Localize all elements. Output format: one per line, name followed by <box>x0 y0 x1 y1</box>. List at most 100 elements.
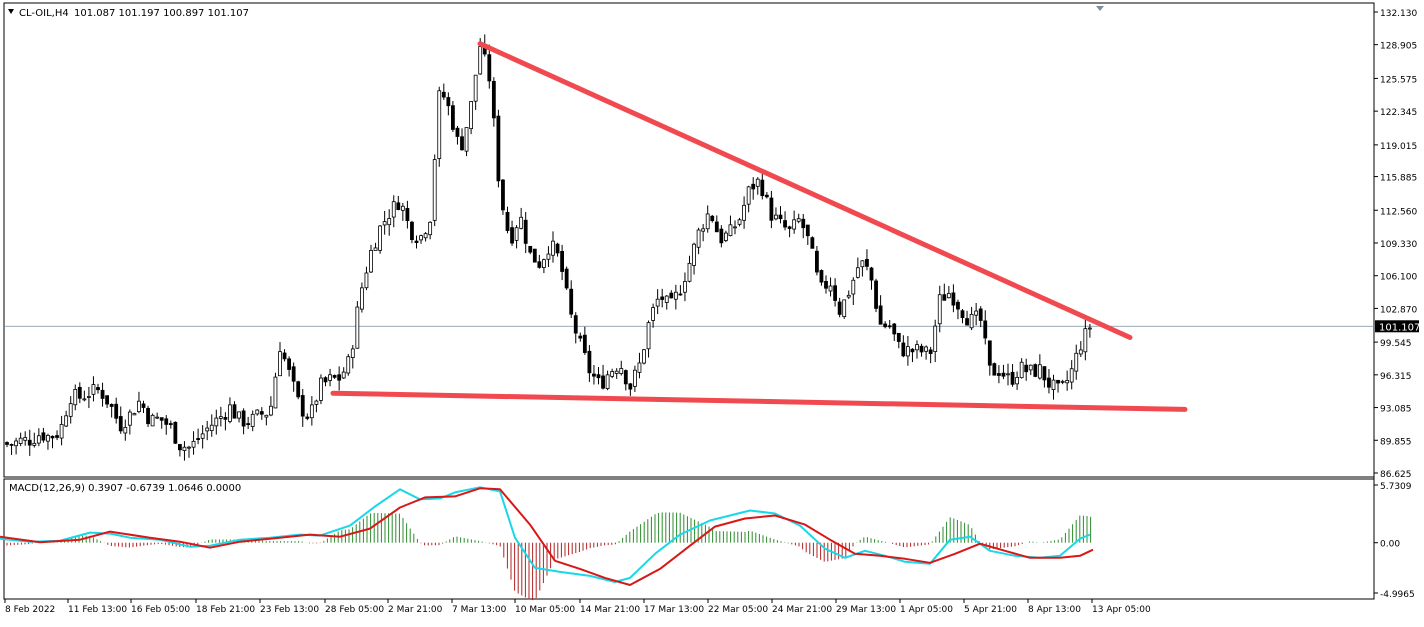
candle-body <box>96 387 100 391</box>
candle-body <box>187 446 191 449</box>
candle-body <box>87 396 91 398</box>
candle-body <box>546 253 551 260</box>
candle-body <box>41 432 46 441</box>
ohlc-label: 101.087 101.197 100.897 101.107 <box>74 8 249 19</box>
candle-body <box>801 218 806 229</box>
candle-body <box>460 136 464 151</box>
candle-body <box>692 243 696 266</box>
candle-body <box>228 404 232 422</box>
candle-body <box>428 221 433 236</box>
candle-body <box>896 332 901 342</box>
candle-body <box>173 421 178 444</box>
candle-body <box>651 307 655 321</box>
candle-body <box>455 127 460 137</box>
candle-body <box>660 296 665 300</box>
candle-body <box>296 381 301 398</box>
candle-body <box>614 370 619 374</box>
candle-body <box>860 260 865 268</box>
candle-body <box>278 351 282 377</box>
candle-body <box>1033 364 1038 377</box>
candle-body <box>441 91 446 98</box>
candle-body <box>18 437 23 444</box>
candle-body <box>673 291 678 300</box>
candle-body <box>642 349 646 364</box>
candle-body <box>1060 380 1065 383</box>
candle-body <box>1047 377 1051 388</box>
symbol-label: CL-OIL,H4 <box>19 8 69 19</box>
candle-body <box>146 407 150 425</box>
candle-body <box>132 413 137 416</box>
price-panel-frame <box>3 2 1375 478</box>
candle-body <box>177 444 182 451</box>
candle-body <box>91 384 96 395</box>
candle-body <box>59 423 64 439</box>
price-tick-label: 128.905 <box>1380 42 1417 52</box>
candle-body <box>1042 366 1047 381</box>
candle-body <box>159 417 164 421</box>
candle-body <box>1051 379 1056 391</box>
candle-body <box>355 306 360 349</box>
candle-body <box>264 414 269 418</box>
candle-body <box>137 400 141 413</box>
time-tick-label: 24 Mar 21:00 <box>772 605 832 615</box>
signal-line <box>0 487 1094 586</box>
candle-body <box>268 405 273 416</box>
candle-body <box>892 323 897 335</box>
candle-body <box>937 294 942 325</box>
candle-body <box>974 310 979 316</box>
chart-shift-icon[interactable] <box>1096 6 1104 11</box>
trendlines-layer <box>330 41 1188 412</box>
candle-body <box>824 281 828 289</box>
time-tick-label: 28 Feb 05:00 <box>325 605 384 615</box>
candle-body <box>369 249 373 273</box>
candle-body <box>764 194 769 198</box>
candle-body <box>109 403 114 407</box>
candle-body <box>933 325 938 353</box>
candle-body <box>951 292 956 306</box>
candle-body <box>105 395 109 405</box>
candle-body <box>542 259 546 268</box>
macd-layer: 5.7309 0.00 -4.9965 <box>0 482 1415 601</box>
candle-body <box>810 237 815 249</box>
candle-body <box>956 301 960 310</box>
candle-body <box>250 413 255 427</box>
price-tick-label: 102.870 <box>1380 305 1417 315</box>
triangle-down-icon[interactable] <box>8 9 14 14</box>
candle-body <box>564 268 569 289</box>
candle-body <box>751 183 756 190</box>
candle-body <box>778 214 783 220</box>
candle-body <box>155 416 160 419</box>
candle-body <box>696 229 701 248</box>
macd-tick-label: -4.9965 <box>1380 590 1415 600</box>
price-tick-label: 119.015 <box>1380 142 1417 152</box>
candle-body <box>837 301 842 315</box>
candle-body <box>350 348 355 358</box>
time-tick-label: 11 Feb 13:00 <box>68 605 127 615</box>
candle-body <box>519 216 524 229</box>
candle-body <box>983 320 988 339</box>
candle-body <box>36 435 41 444</box>
current-price-text: 101.107 <box>1379 322 1420 333</box>
candle-body <box>9 443 14 446</box>
candle-body <box>223 417 228 420</box>
chart-header: CL-OIL,H4 101.087 101.197 100.897 101.10… <box>8 8 249 19</box>
price-tick-label: 86.625 <box>1380 470 1412 480</box>
candle-body <box>628 383 633 390</box>
candle-body <box>828 285 833 292</box>
candle-body <box>1001 372 1006 377</box>
candle-body <box>819 270 824 283</box>
candle-body <box>760 179 765 197</box>
candle-body <box>705 213 710 230</box>
candle-body <box>341 371 346 379</box>
candle-body <box>532 248 537 263</box>
candle-body <box>73 389 78 406</box>
candle-body <box>378 225 383 251</box>
candle-body <box>865 259 869 267</box>
candles-layer <box>5 34 1092 461</box>
candle-body <box>259 411 264 415</box>
candle-body <box>605 374 610 389</box>
candle-body <box>919 345 924 353</box>
candle-body <box>878 305 883 325</box>
